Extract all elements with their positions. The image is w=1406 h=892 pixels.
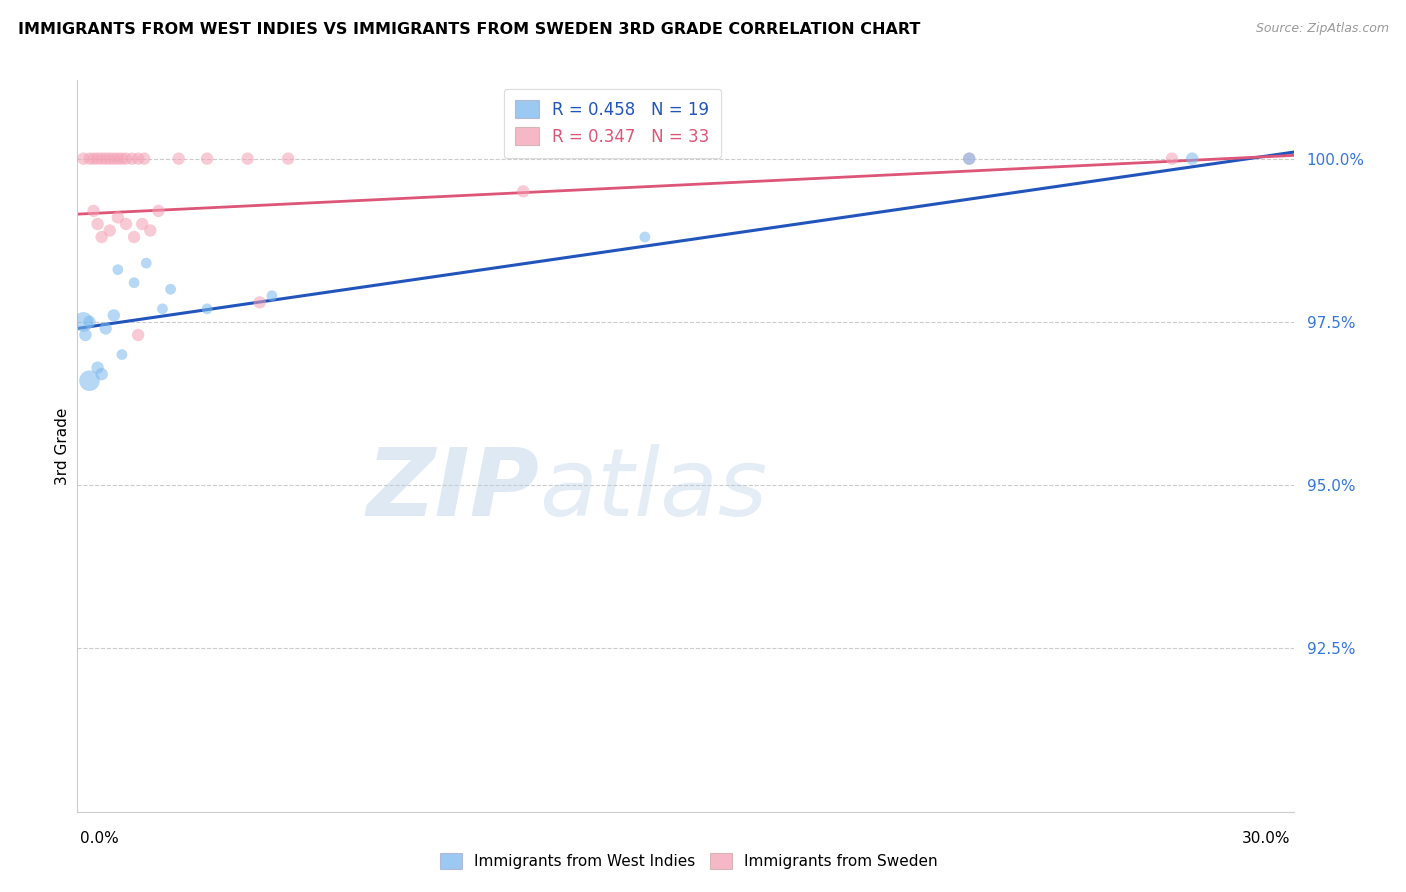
Point [131, 217, 153, 231]
Point [634, 230, 657, 244]
Point [135, 256, 157, 270]
Point [90, 230, 112, 244]
Text: ZIP: ZIP [367, 444, 540, 536]
Text: IMMIGRANTS FROM WEST INDIES VS IMMIGRANTS FROM SWEDEN 3RD GRADE CORRELATION CHAR: IMMIGRANTS FROM WEST INDIES VS IMMIGRANT… [18, 22, 921, 37]
Point [236, 152, 259, 166]
Point [115, 152, 138, 166]
Point [94, 152, 117, 166]
Point [167, 152, 190, 166]
Point [957, 152, 980, 166]
Point [90, 367, 112, 381]
Point [122, 276, 145, 290]
Point [107, 211, 129, 225]
Point [148, 203, 170, 218]
Point [72, 152, 94, 166]
Point [79, 374, 101, 388]
Point [260, 289, 283, 303]
Point [83, 203, 105, 218]
Legend: Immigrants from West Indies, Immigrants from Sweden: Immigrants from West Indies, Immigrants … [434, 847, 943, 875]
Text: 30.0%: 30.0% [1243, 831, 1291, 846]
Y-axis label: 3rd Grade: 3rd Grade [55, 408, 70, 484]
Point [195, 152, 218, 166]
Legend: R = 0.458   N = 19, R = 0.347   N = 33: R = 0.458 N = 19, R = 0.347 N = 33 [503, 88, 721, 158]
Point [127, 328, 149, 343]
Point [86, 152, 108, 166]
Point [79, 152, 101, 166]
Point [127, 152, 149, 166]
Point [249, 295, 271, 310]
Point [94, 321, 117, 335]
Point [75, 328, 97, 343]
Point [277, 152, 299, 166]
Point [90, 152, 112, 166]
Point [957, 152, 980, 166]
Point [159, 282, 181, 296]
Point [86, 360, 108, 375]
Point [1181, 152, 1204, 166]
Point [103, 152, 125, 166]
Point [1161, 152, 1184, 166]
Point [195, 301, 218, 316]
Point [98, 223, 121, 237]
Point [72, 315, 94, 329]
Text: Source: ZipAtlas.com: Source: ZipAtlas.com [1256, 22, 1389, 36]
Point [86, 217, 108, 231]
Point [139, 223, 162, 237]
Point [121, 152, 143, 166]
Point [79, 315, 101, 329]
Point [103, 309, 125, 323]
Point [115, 217, 138, 231]
Point [98, 152, 121, 166]
Point [152, 301, 174, 316]
Point [134, 152, 156, 166]
Text: 0.0%: 0.0% [80, 831, 120, 846]
Text: atlas: atlas [540, 444, 768, 535]
Point [107, 262, 129, 277]
Point [512, 184, 534, 198]
Point [111, 348, 134, 362]
Point [111, 152, 134, 166]
Point [83, 152, 105, 166]
Point [122, 230, 145, 244]
Point [107, 152, 129, 166]
